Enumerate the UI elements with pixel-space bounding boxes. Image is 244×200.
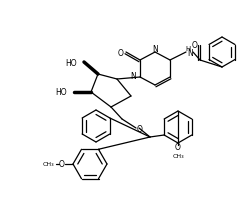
Text: O: O — [192, 40, 198, 49]
Text: N: N — [152, 45, 158, 54]
Text: CH₃: CH₃ — [172, 154, 184, 159]
Text: HO: HO — [55, 88, 67, 97]
Text: CH₃: CH₃ — [42, 162, 54, 167]
Text: O: O — [137, 124, 143, 133]
Text: O: O — [175, 143, 181, 152]
Text: N: N — [187, 48, 193, 57]
Text: H: H — [185, 46, 191, 52]
Text: O: O — [59, 160, 65, 169]
Text: N: N — [130, 72, 136, 81]
Text: O: O — [118, 48, 124, 57]
Text: HO: HO — [65, 58, 77, 67]
